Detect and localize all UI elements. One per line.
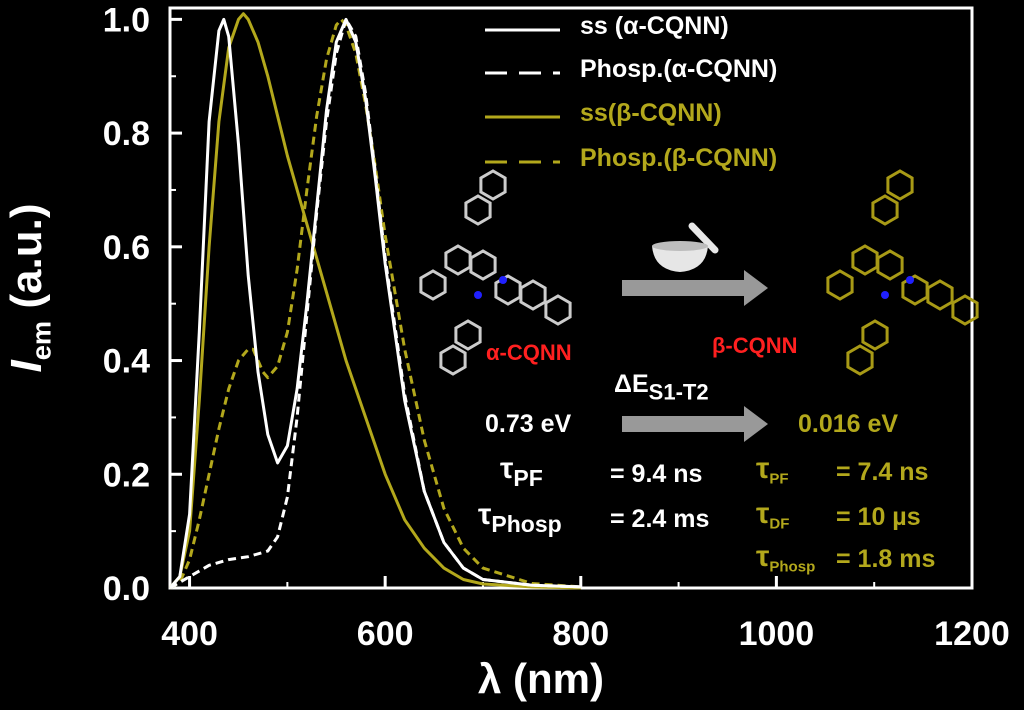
y-tick-label: 0.2 [103, 456, 150, 494]
grinding-arrow-head [744, 270, 768, 306]
energy-gap-arrow-shaft [622, 416, 746, 432]
x-tick-label: 1000 [739, 615, 815, 653]
y-tick-label: 0.8 [103, 115, 150, 153]
delta-e-sub: S1-T2 [648, 379, 709, 405]
energy-gap-arrow-head [744, 406, 768, 442]
x-tick-label: 1200 [934, 615, 1010, 653]
legend-entry-ss-beta: ss(β-CQNN) [580, 99, 722, 127]
beta-cqnn-label: β-CQNN [712, 333, 798, 358]
molecule-ring [494, 274, 522, 306]
series-line-3 [169, 17, 581, 590]
alpha-tau-pf-symbol: τ [500, 452, 514, 485]
beta-tau-df-sub: DF [769, 515, 790, 533]
series-lines [168, 12, 581, 590]
beta-gap-value: 0.016 eV [798, 410, 899, 438]
molecule-ring [851, 244, 879, 276]
molecule-ring [886, 169, 914, 201]
beta-tau-df-symbol: τ [756, 497, 770, 530]
x-tick-label: 600 [357, 615, 414, 653]
nitrogen-atom [881, 291, 889, 299]
x-axis-title: λ (nm) [478, 655, 604, 702]
molecule-ring [901, 274, 929, 306]
beta-tau-phosp-sub: Phosp [769, 558, 816, 576]
y-axis-title: Iem (a.u.) [2, 188, 57, 388]
delta-e-base: ΔE [614, 370, 649, 398]
y-axis-title-italic: I [2, 360, 51, 373]
pestle [688, 222, 719, 254]
molecule-ring [871, 194, 899, 226]
beta-tau-phosp-symbol: τ [756, 540, 770, 573]
beta-tau-pf-value: = 7.4 ns [836, 458, 929, 486]
y-tick-label: 0.4 [103, 343, 150, 381]
alpha-cqnn-molecule [419, 169, 572, 376]
alpha-tau-phosp-sub: Phosp [491, 511, 562, 538]
molecule-ring [876, 249, 904, 281]
beta-tau-pf: τPF [756, 452, 789, 486]
y-tick-label: 1.0 [103, 1, 150, 39]
molecule-ring [846, 344, 874, 376]
y-tick-label: 0.6 [103, 229, 150, 267]
alpha-gap-value: 0.73 eV [485, 410, 572, 438]
beta-tau-pf-sub: PF [769, 470, 789, 488]
axes: 400 600 800 1000 1200 0.0 0.2 0.4 0.6 0.8 1.0 [103, 1, 1010, 653]
nitrogen-atom [906, 276, 914, 284]
molecule-ring [479, 169, 507, 201]
y-axis-title-sub: em [25, 320, 57, 361]
y-axis-title-rest: (a.u.) [2, 203, 51, 321]
grinding-arrow [622, 270, 768, 306]
x-tick-label: 800 [552, 615, 609, 653]
annotation-graphics [419, 169, 979, 442]
series-line-1 [169, 17, 581, 590]
alpha-tau-pf: τPF [500, 452, 543, 490]
legend [485, 28, 560, 164]
alpha-tau-pf-value: = 9.4 ns [610, 460, 703, 488]
grinding-arrow-shaft [622, 280, 746, 296]
series-line-2 [168, 12, 581, 590]
nitrogen-atom [474, 291, 482, 299]
molecule-ring [519, 279, 547, 311]
alpha-tau-pf-sub: PF [513, 465, 543, 492]
beta-tau-df-value: = 10 µs [836, 503, 921, 531]
alpha-tau-phosp-symbol: τ [478, 498, 492, 531]
molecule-ring [951, 294, 979, 326]
y-tick-label: 0.0 [103, 570, 150, 608]
alpha-tau-phosp: τPhosp [478, 498, 562, 536]
molecule-ring [544, 294, 572, 326]
nitrogen-atom [499, 276, 507, 284]
alpha-cqnn-label: α-CQNN [486, 340, 572, 365]
molecule-ring [469, 249, 497, 281]
series-line-0 [168, 17, 581, 589]
mortar-pestle-icon [652, 222, 719, 272]
molecule-ring [444, 244, 472, 276]
molecule-ring [464, 194, 492, 226]
molecule-ring [419, 269, 447, 301]
delta-e-label: ΔES1-T2 [614, 370, 709, 403]
beta-tau-phosp: τPhosp [756, 540, 815, 574]
molecule-ring [926, 279, 954, 311]
energy-gap-arrow [622, 406, 768, 442]
molecule-ring [454, 319, 482, 351]
alpha-tau-phosp-value: = 2.4 ms [610, 505, 710, 533]
molecule-ring [439, 344, 467, 376]
x-tick-label: 400 [161, 615, 218, 653]
legend-entry-ss-alpha: ss (α-CQNN) [580, 12, 729, 40]
molecule-ring [861, 319, 889, 351]
beta-tau-phosp-value: = 1.8 ms [836, 545, 936, 573]
mortar-rim [652, 241, 708, 251]
legend-entry-phosp-alpha: Phosp.(α-CQNN) [580, 55, 778, 83]
molecule-ring [826, 269, 854, 301]
legend-entry-phosp-beta: Phosp.(β-CQNN) [580, 144, 778, 172]
beta-cqnn-molecule [826, 169, 979, 376]
beta-tau-df: τDF [756, 497, 789, 531]
beta-tau-pf-symbol: τ [756, 452, 770, 485]
